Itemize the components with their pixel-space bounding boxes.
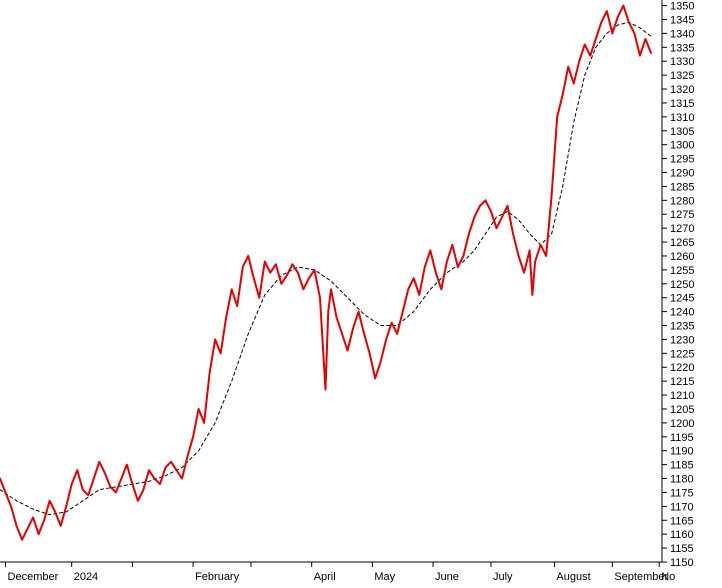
y-tick-label: 1325	[670, 70, 694, 82]
y-tick-label: 1330	[670, 56, 694, 68]
y-tick-label: 1350	[670, 1, 694, 13]
x-tick-label: July	[493, 571, 513, 583]
chart-canvas: 1150 1155 1160 1165 1170 11751180 1185 1190 1195…	[0, 0, 722, 588]
x-tick-label: April	[314, 571, 336, 583]
y-tick-label: 1335	[670, 42, 694, 54]
price-chart: 1150 1155 1160 1165 1170 11751180 1185 1190 1195…	[0, 0, 722, 588]
y-tick-label: 1280	[670, 195, 694, 207]
y-tick-label: 1235	[670, 321, 694, 333]
y-tick-label: 1245	[670, 293, 694, 305]
y-tick-label: 1225	[670, 348, 694, 360]
y-tick-label: 1170	[670, 501, 694, 513]
y-tick-label: 1305	[670, 126, 694, 138]
y-tick-label: 1320	[670, 84, 694, 96]
x-tick-label: 2024	[74, 571, 98, 583]
y-tick-label: 1190	[670, 446, 694, 458]
x-tick-label: August	[556, 571, 590, 583]
y-tick-label: 1155	[670, 543, 694, 555]
y-tick-label: 1260	[670, 251, 694, 263]
x-tick-label: No	[661, 571, 675, 583]
y-tick-label: 1195	[670, 432, 694, 444]
y-tick-label: 1200	[670, 418, 694, 430]
y-tick-label: 1285	[670, 181, 694, 193]
y-tick-label: 1275	[670, 209, 694, 221]
y-tick-label: 1210	[670, 390, 694, 402]
y-tick-label: 1315	[670, 98, 694, 110]
y-tick-label: 1255	[670, 265, 694, 277]
y-tick-label: 1215	[670, 376, 694, 388]
y-tick-label: 1150	[670, 557, 694, 569]
y-tick-label: 1290	[670, 167, 694, 179]
x-tick-label: May	[374, 571, 395, 583]
y-tick-label: 1310	[670, 112, 694, 124]
y-tick-label: 1185	[670, 460, 694, 472]
x-tick-label: June	[435, 571, 459, 583]
y-tick-label: 1175	[670, 487, 694, 499]
y-tick-label: 1295	[670, 154, 694, 166]
y-tick-label: 1345	[670, 14, 694, 26]
y-tick-label: 1270	[670, 223, 694, 235]
y-tick-label: 1165	[670, 515, 694, 527]
x-tick-label: February	[195, 571, 240, 583]
y-tick-label: 1230	[670, 334, 694, 346]
y-tick-label: 1265	[670, 237, 694, 249]
y-tick-label: 1205	[670, 404, 694, 416]
y-tick-label: 1240	[670, 307, 694, 319]
y-tick-label: 1180	[670, 474, 694, 486]
y-tick-label: 1220	[670, 362, 694, 374]
y-tick-label: 1160	[670, 529, 694, 541]
y-tick-label: 1250	[670, 279, 694, 291]
y-tick-label: 1300	[670, 140, 694, 152]
y-tick-label: 1340	[670, 28, 694, 40]
x-tick-label: December	[8, 571, 59, 583]
